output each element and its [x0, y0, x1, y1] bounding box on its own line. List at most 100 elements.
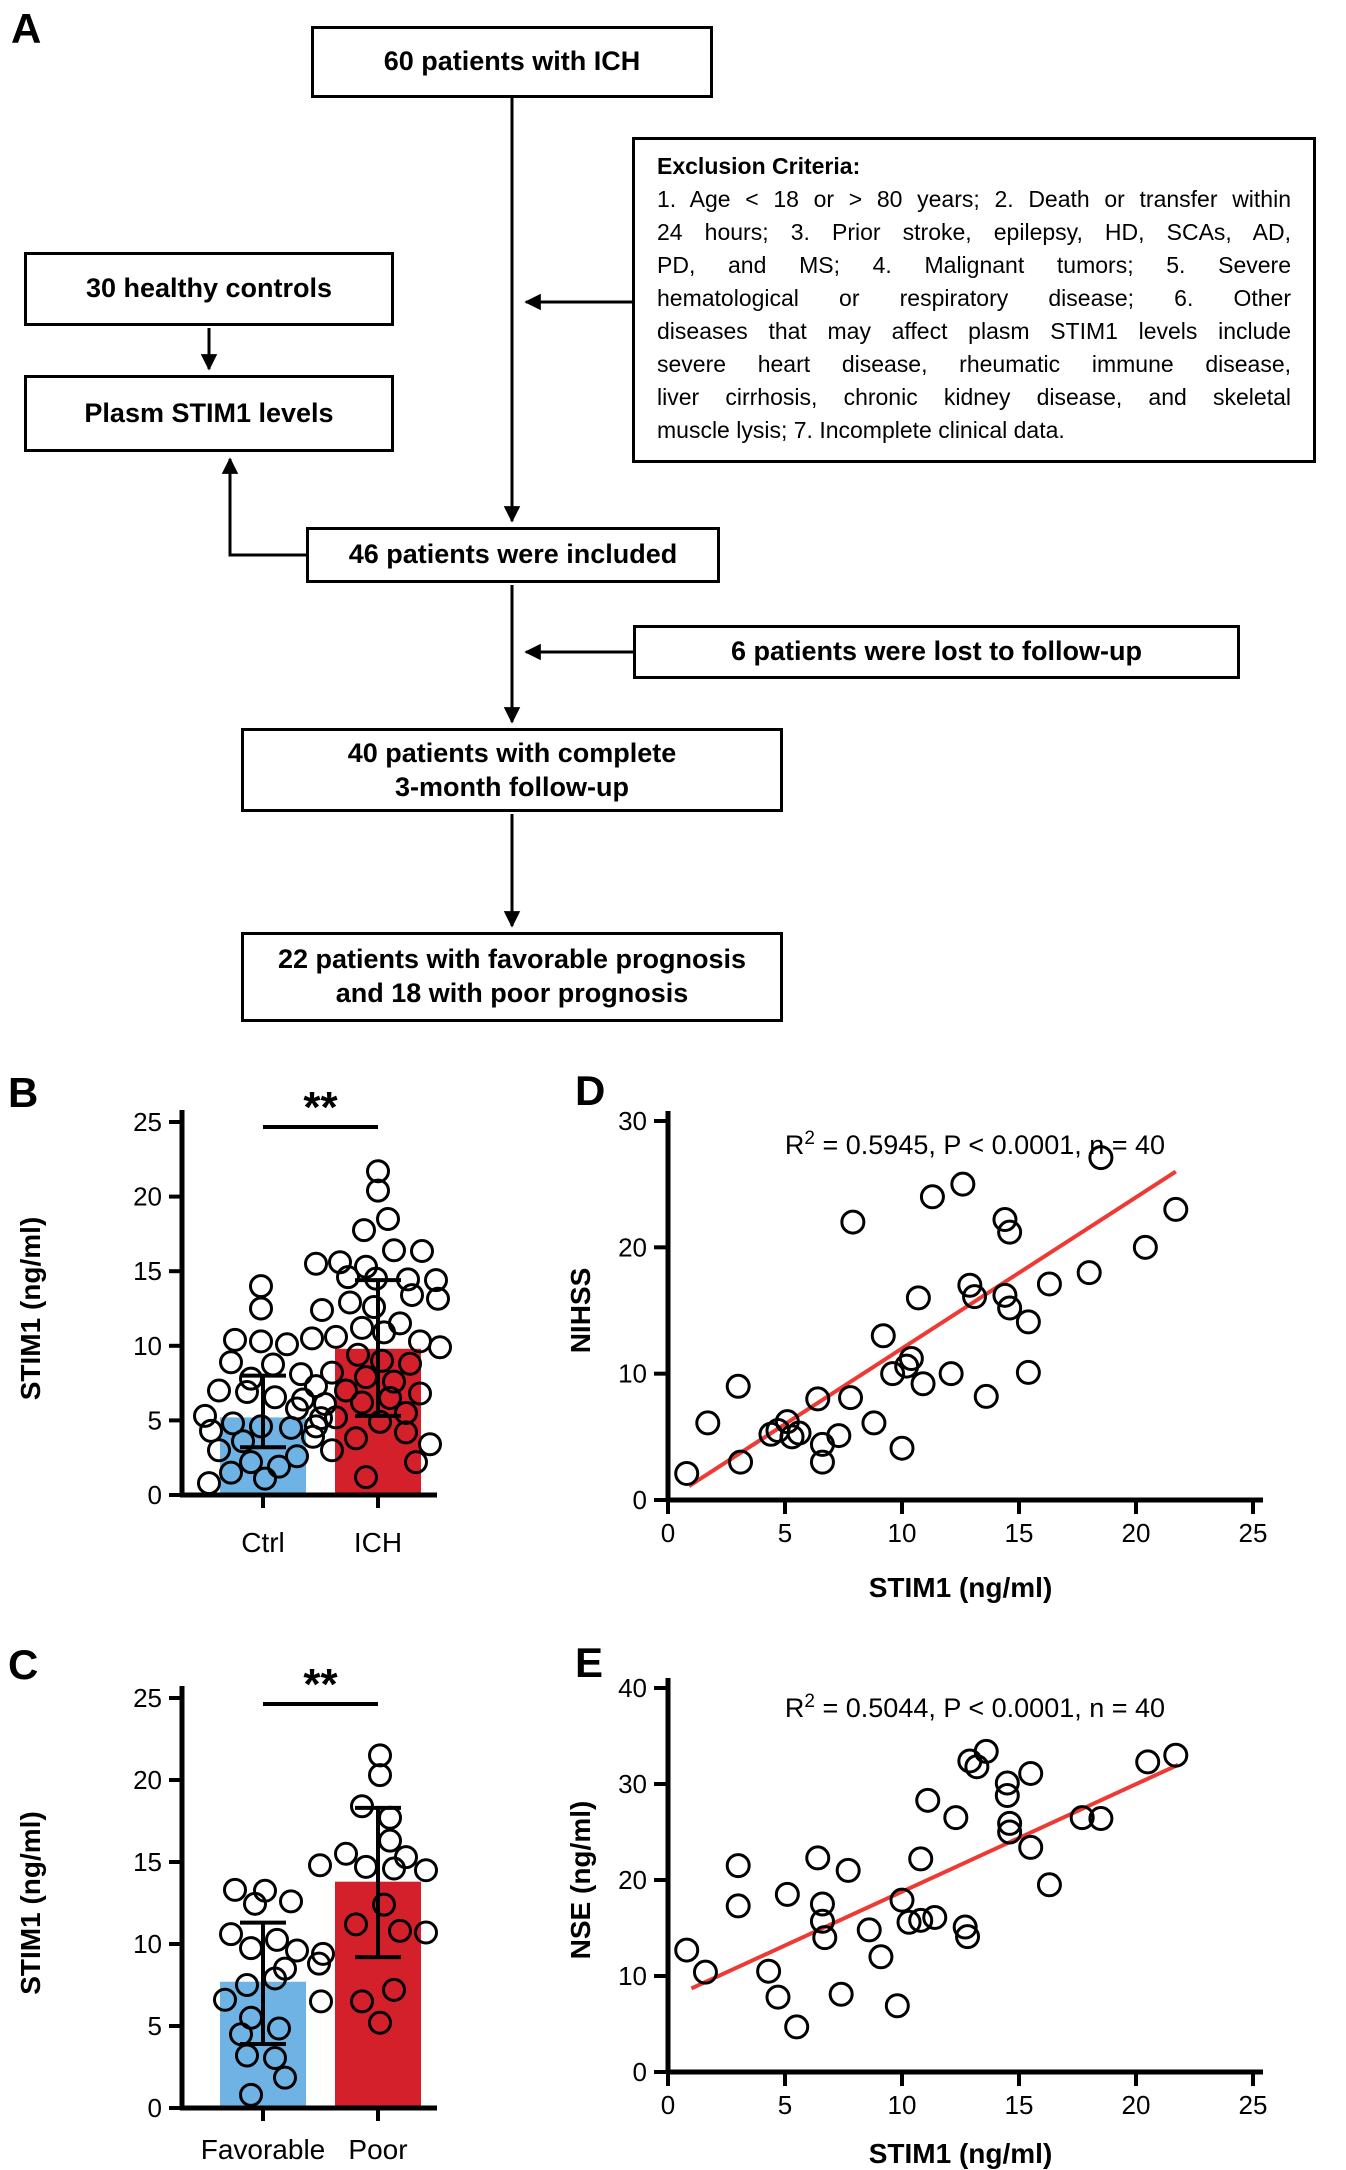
- data-point: [350, 1390, 374, 1415]
- y-axis-title: NSE (ng/ml): [565, 1801, 596, 1960]
- data-point: [304, 1251, 328, 1276]
- y-axis-title: STIM1 (ng/ml): [15, 1811, 46, 1995]
- x-tick-label: 10: [888, 2090, 917, 2120]
- data-point: [382, 1369, 406, 1394]
- data-point: [235, 2043, 259, 2068]
- data-point: [408, 1329, 432, 1354]
- data-point: [304, 1414, 328, 1439]
- data-point: [674, 1937, 700, 1963]
- data-point: [809, 1449, 835, 1475]
- x-tick-label: 0: [661, 1518, 675, 1548]
- data-point: [344, 1426, 368, 1451]
- data-point: [352, 1218, 376, 1243]
- data-point: [997, 1810, 1023, 1836]
- data-point: [997, 1219, 1023, 1245]
- data-point: [805, 1845, 831, 1871]
- data-point: [835, 1857, 861, 1883]
- data-point: [838, 1385, 864, 1411]
- data-point: [364, 1266, 388, 1291]
- data-point: [1015, 1359, 1041, 1385]
- data-point: [249, 1296, 273, 1321]
- data-point: [229, 2022, 253, 2047]
- data-point: [354, 1365, 378, 1390]
- data-point: [382, 1977, 406, 2002]
- flow-box-exclusion-criteria: Exclusion Criteria: 1. Age < 18 or > 80 …: [632, 137, 1316, 463]
- data-point: [263, 1966, 287, 1991]
- data-point: [1018, 1834, 1044, 1860]
- data-point: [950, 1171, 976, 1197]
- data-point: [213, 1987, 237, 2012]
- data-point: [376, 1206, 400, 1231]
- data-point: [994, 1770, 1020, 1796]
- data-point: [426, 1286, 450, 1311]
- data-point: [994, 1783, 1020, 1809]
- x-tick-label: 15: [1005, 1518, 1034, 1548]
- r-squared-annotation: R2 = 0.5044, P < 0.0001, n = 40: [785, 1691, 1165, 1723]
- data-point: [410, 1239, 434, 1264]
- data-point: [261, 1352, 285, 1377]
- data-point: [424, 1268, 448, 1293]
- y-tick-label: 0: [148, 2093, 162, 2123]
- panel-b-label: B: [8, 1069, 39, 1116]
- x-tick-label: 5: [778, 2090, 792, 2120]
- data-point: [372, 1892, 396, 1917]
- data-point: [809, 1908, 835, 1934]
- data-point: [1132, 1234, 1158, 1260]
- data-point: [674, 1460, 700, 1486]
- data-point: [223, 1877, 247, 1902]
- data-point: [828, 1981, 854, 2007]
- data-point: [868, 1944, 894, 1970]
- data-point: [786, 1420, 812, 1446]
- data-point: [992, 1207, 1018, 1233]
- data-point: [1163, 1196, 1189, 1222]
- data-point: [396, 1267, 420, 1292]
- data-point: [765, 1984, 791, 2010]
- text-line: liver cirrhosis, chronic kidney disease,…: [657, 384, 1291, 410]
- data-point: [350, 1989, 374, 2014]
- data-point: [207, 1438, 231, 1463]
- x-tick-label: 15: [1005, 2090, 1034, 2120]
- data-point: [398, 1351, 422, 1376]
- data-point: [275, 1332, 299, 1357]
- data-point: [870, 1323, 896, 1349]
- significance-stars: **: [303, 1660, 338, 1709]
- data-point: [346, 1342, 370, 1367]
- data-point: [809, 1891, 835, 1917]
- data-point: [285, 1938, 309, 1963]
- data-point: [1135, 1749, 1161, 1775]
- data-point: [368, 1763, 392, 1788]
- text-line: hematological or respiratory disease; 6.…: [657, 285, 1291, 311]
- data-point: [997, 1819, 1023, 1845]
- data-point: [973, 1383, 999, 1409]
- significance-stars: **: [303, 1083, 338, 1132]
- data-point: [267, 2016, 291, 2041]
- y-axis-title: STIM1 (ng/ml): [15, 1217, 46, 1401]
- data-point: [908, 1846, 934, 1872]
- y-tick-label: 25: [133, 1683, 162, 1713]
- data-point: [774, 1881, 800, 1907]
- data-point: [334, 1378, 358, 1403]
- data-point: [905, 1285, 931, 1311]
- data-point: [884, 1993, 910, 2019]
- data-point: [301, 1424, 325, 1449]
- panel-a-label: A: [11, 5, 42, 52]
- data-point: [249, 1329, 273, 1354]
- y-tick-label: 5: [148, 2011, 162, 2041]
- data-point: [880, 1361, 906, 1387]
- data-point: [856, 1917, 882, 1943]
- data-point: [695, 1410, 721, 1436]
- y-tick-label: 40: [618, 1673, 647, 1703]
- data-point: [239, 2082, 263, 2107]
- x-tick-label: 20: [1122, 1518, 1151, 1548]
- data-point: [428, 1335, 452, 1360]
- data-point: [898, 1346, 924, 1372]
- data-point: [320, 1438, 344, 1463]
- data-point: [394, 1845, 418, 1870]
- data-point: [338, 1290, 362, 1315]
- flow-box-40-followup: 40 patients with complete 3-month follow-…: [241, 728, 783, 812]
- data-point: [207, 1378, 231, 1403]
- data-point: [861, 1410, 887, 1436]
- text-line: diseases that may affect plasm STIM1 lev…: [657, 318, 1291, 344]
- x-tick-label: 0: [661, 2090, 675, 2120]
- data-point: [235, 1380, 259, 1405]
